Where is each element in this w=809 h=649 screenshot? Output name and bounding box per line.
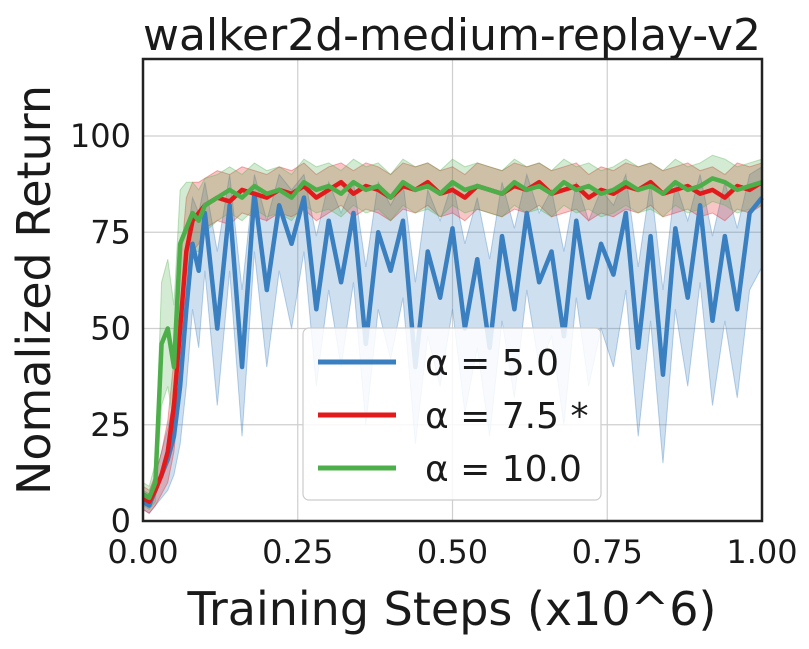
y-tick-label: 75: [90, 213, 131, 251]
x-tick-label: 0.00: [107, 533, 178, 571]
x-tick-labels: 0.00 0.25 0.50 0.75 1.00: [107, 533, 797, 571]
y-axis-label: Nomalized Return: [7, 85, 61, 495]
y-tick-label: 25: [90, 406, 131, 444]
plot-frame: [141, 57, 764, 523]
legend-label-2: α = 10.0: [425, 449, 582, 490]
x-tick-label: 0.25: [262, 533, 333, 571]
legend-label-0: α = 5.0: [425, 343, 559, 384]
x-tick-label: 0.75: [572, 533, 643, 571]
series-line-0: [141, 191, 764, 508]
y-tick-label: 0: [111, 502, 131, 540]
series-line-2: [141, 176, 763, 501]
chart-title: walker2d-medium-replay-v2: [143, 10, 761, 61]
y-tick-label: 50: [90, 310, 131, 348]
legend: α = 5.0 α = 7.5 * α = 10.0: [302, 327, 602, 501]
legend-label-1: α = 7.5 *: [425, 396, 588, 437]
x-axis-label: Training Steps (x10^6): [187, 582, 717, 636]
x-tick-label: 0.50: [417, 533, 488, 571]
legend-box: [302, 327, 602, 501]
y-tick-label: 100: [70, 117, 131, 155]
x-tick-label: 1.00: [726, 533, 797, 571]
y-tick-labels: 0 25 50 75 100: [70, 117, 131, 540]
series-lines: [141, 176, 764, 508]
